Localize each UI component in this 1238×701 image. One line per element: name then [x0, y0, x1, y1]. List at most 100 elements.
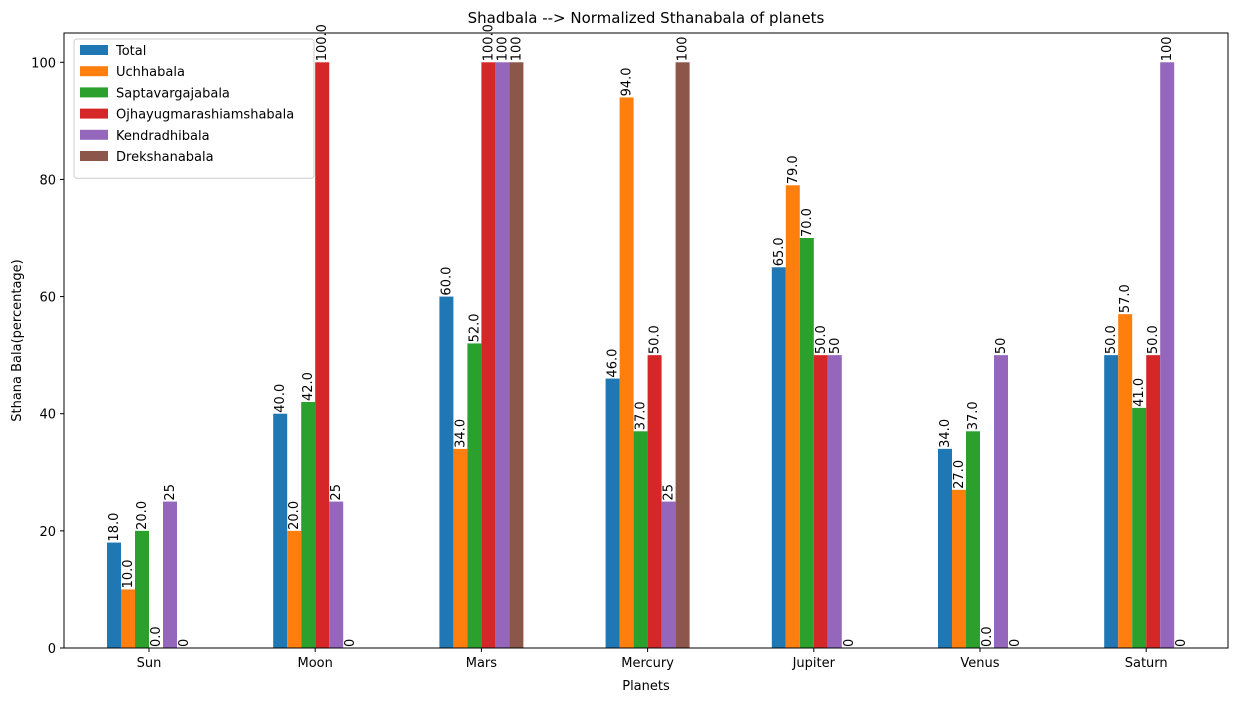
y-tick-label: 0 [48, 642, 56, 657]
data-label: 100 [676, 36, 691, 61]
data-label: 41.0 [1132, 378, 1147, 407]
legend: Total Uchhabala Saptavargajabala Ojhayugmar… [73, 38, 315, 179]
data-label: 34.0 [453, 419, 468, 448]
x-tick-label: Mercury [621, 656, 674, 671]
x-tick-label: Sun [137, 656, 162, 671]
chart-title: Shadbala --> Normalized Sthanabala of pl… [468, 9, 825, 27]
y-ticks: 0 20 40 60 80 100 [31, 56, 64, 657]
bar-uchhabala-saturn [1118, 314, 1133, 648]
data-labels-layer: 18.0 10.0 20.0 0.0 25 0 40.0 20.0 42.0 100.0 25 0 60… [107, 24, 1189, 647]
data-label: 25 [329, 484, 344, 501]
legend-label: Drekshanabala [116, 150, 214, 165]
bar-kendradhibala-venus [994, 355, 1008, 648]
legend-swatch [80, 151, 108, 161]
bar-ojhayugmarashiamshabala-saturn [1146, 355, 1161, 648]
legend-label: Uchhabala [116, 65, 185, 80]
data-label: 100 [495, 36, 510, 61]
legend-box [73, 38, 315, 179]
data-label: 27.0 [952, 460, 967, 489]
x-tick-label: Saturn [1125, 656, 1168, 671]
y-tick-label: 40 [39, 408, 56, 423]
bar-total-venus [938, 448, 952, 648]
data-label: 42.0 [301, 372, 316, 401]
data-label: 50 [994, 338, 1009, 355]
data-label: 100 [1160, 36, 1175, 61]
data-label: 65.0 [772, 237, 787, 266]
x-tick-label: Venus [960, 656, 999, 671]
bar-kendradhibala-sun [163, 501, 177, 648]
data-label: 0 [842, 639, 857, 647]
data-label: 57.0 [1118, 284, 1133, 313]
x-ticks: Sun Moon Mars Mercury Jupiter Venus Saturn [137, 648, 1168, 671]
bar-total-jupiter [771, 267, 786, 648]
y-tick-label: 60 [39, 291, 56, 306]
legend-swatch [80, 45, 108, 55]
bar-ojhayugmarashiamshabala-mercury [647, 355, 662, 648]
legend-label: Ojhayugmarashiamshabala [116, 108, 294, 123]
bar-total-sun [107, 542, 121, 648]
y-axis-label: Sthana Bala(percentage) [10, 259, 25, 422]
bar-uchhabala-mercury [619, 97, 634, 648]
bar-total-moon [273, 413, 288, 648]
bar-uchhabala-venus [952, 489, 966, 648]
y-tick-label: 20 [39, 525, 56, 540]
legend-swatch [80, 87, 108, 98]
legend-swatch [80, 108, 108, 119]
data-label: 79.0 [786, 155, 801, 184]
bars-layer [107, 62, 1175, 649]
bar-ojhayugmarashiamshabala-mars [481, 62, 496, 649]
x-tick-label: Moon [298, 656, 333, 671]
bar-drekshanabala-mercury [675, 62, 690, 649]
data-label: 94.0 [620, 67, 635, 96]
data-label: 0 [1008, 639, 1023, 647]
data-label: 20.0 [135, 501, 150, 530]
data-label: 50.0 [814, 325, 829, 354]
legend-swatch [80, 66, 108, 77]
data-label: 100 [509, 36, 524, 61]
bar-kendradhibala-mercury [661, 501, 676, 648]
bar-drekshanabala-mars [509, 62, 524, 649]
data-label: 50.0 [648, 325, 663, 354]
bar-ojhayugmarashiamshabala-moon [315, 62, 330, 649]
bar-saptavargajabala-saturn [1132, 407, 1147, 648]
x-tick-label: Jupiter [792, 656, 836, 671]
data-label: 50 [828, 338, 843, 355]
bar-uchhabala-jupiter [785, 185, 800, 649]
data-label: 25 [662, 484, 677, 501]
bar-kendradhibala-saturn [1160, 62, 1175, 649]
data-label: 50.0 [1146, 325, 1161, 354]
data-label: 40.0 [273, 384, 288, 413]
bar-total-saturn [1104, 355, 1119, 648]
data-label: 18.0 [107, 513, 122, 542]
bar-total-mercury [605, 378, 620, 648]
bar-saptavargajabala-sun [135, 530, 149, 648]
x-tick-label: Mars [466, 656, 498, 671]
data-label: 10.0 [121, 559, 136, 588]
x-axis-label: Planets [622, 679, 670, 694]
bar-saptavargajabala-mercury [633, 431, 648, 648]
y-tick-label: 100 [31, 56, 56, 71]
bar-saptavargajabala-venus [966, 431, 980, 648]
data-label: 52.0 [467, 313, 482, 342]
data-label: 70.0 [800, 208, 815, 237]
bar-kendradhibala-jupiter [827, 355, 842, 648]
data-label: 50.0 [1104, 325, 1119, 354]
bar-saptavargajabala-mars [467, 343, 482, 648]
data-label: 0.0 [149, 626, 164, 647]
data-label: 37.0 [966, 401, 981, 430]
legend-label: Total [115, 44, 146, 59]
bar-ojhayugmarashiamshabala-jupiter [813, 355, 828, 648]
bar-saptavargajabala-moon [301, 402, 316, 648]
legend-label: Kendradhibala [116, 129, 210, 144]
data-label: 0.0 [980, 626, 995, 647]
legend-swatch [80, 129, 108, 140]
data-label: 0 [343, 639, 358, 647]
data-label: 34.0 [938, 419, 953, 448]
bar-uchhabala-mars [453, 448, 468, 648]
y-tick-label: 80 [39, 173, 56, 188]
bar-total-mars [439, 296, 454, 648]
data-label: 100.0 [481, 24, 496, 61]
data-label: 46.0 [606, 349, 621, 378]
data-label: 100.0 [315, 24, 330, 61]
